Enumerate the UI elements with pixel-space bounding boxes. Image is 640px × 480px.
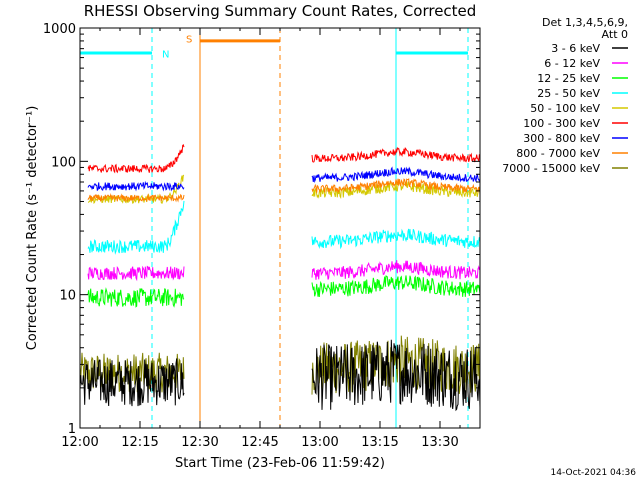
legend-label: 100 - 300 keV <box>523 117 600 130</box>
x-tick-label: 13:30 <box>421 435 458 450</box>
series-line <box>311 166 481 184</box>
series-line <box>311 178 481 193</box>
series-line <box>87 287 185 308</box>
series-line <box>79 358 185 407</box>
legend-label: 800 - 7000 keV <box>516 147 600 160</box>
series-line <box>87 174 185 205</box>
x-tick-label: 13:00 <box>301 435 338 450</box>
series-line <box>311 275 481 298</box>
legend-header: Att 0 <box>602 28 628 41</box>
legend-label: 6 - 12 keV <box>544 57 600 70</box>
legend-header: Det 1,3,4,5,6,9, <box>542 16 628 29</box>
series-line <box>311 339 481 412</box>
legend: Det 1,3,4,5,6,9,Att 03 - 6 keV 6 - 12 keV… <box>502 16 628 175</box>
chart-title: RHESSI Observing Summary Count Rates, Co… <box>84 2 477 20</box>
legend-label: 50 - 100 keV <box>530 102 600 115</box>
x-tick-label: 12:00 <box>61 435 98 450</box>
plot-area: NS <box>79 28 481 428</box>
y-axis-label: Corrected Count Rate (s⁻¹ detector⁻¹) <box>25 106 40 351</box>
y-tick-label: 10 <box>59 289 76 304</box>
series-line <box>87 180 185 192</box>
y-axis: 1 10 100 1000 <box>43 22 480 437</box>
series-line <box>311 260 481 280</box>
series-line <box>87 265 185 282</box>
legend-label: 7000 - 15000 keV <box>502 162 600 175</box>
y-tick-label: 1000 <box>43 22 76 37</box>
legend-label: 12 - 25 keV <box>537 72 600 85</box>
legend-label: 300 - 800 keV <box>523 132 600 145</box>
annotation-n: N <box>162 50 169 61</box>
series-line <box>87 200 185 255</box>
x-tick-label: 13:15 <box>361 435 398 450</box>
legend-label: 25 - 50 keV <box>537 87 600 100</box>
legend-label: 3 - 6 keV <box>551 42 600 55</box>
series-line <box>311 228 481 250</box>
x-axis-label: Start Time (23-Feb-06 11:59:42) <box>175 456 385 471</box>
footer-timestamp: 14-Oct-2021 04:36 <box>551 468 637 478</box>
x-tick-label: 12:45 <box>241 435 278 450</box>
series-line <box>311 146 481 163</box>
y-tick-label: 100 <box>51 155 76 170</box>
annotation-s: S <box>186 34 192 45</box>
x-axis: 12:00 12:15 12:30 12:45 13:00 13:15 13:30 <box>61 28 481 450</box>
x-tick-label: 12:15 <box>121 435 158 450</box>
series-line <box>79 352 185 393</box>
x-tick-label: 12:30 <box>181 435 218 450</box>
y-tick-label: 1 <box>68 422 76 437</box>
series-line <box>87 144 185 174</box>
series-line <box>87 193 185 203</box>
